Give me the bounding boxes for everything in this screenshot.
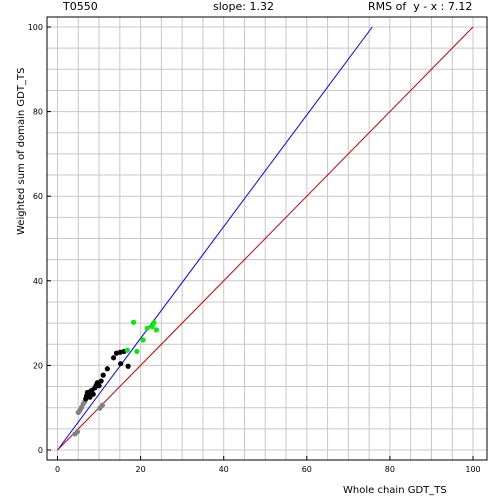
data-point bbox=[74, 429, 81, 435]
data-point bbox=[134, 348, 140, 355]
x-axis-title: Whole chain GDT_TS bbox=[343, 485, 447, 496]
reference-line bbox=[57, 26, 474, 451]
reference-lines bbox=[57, 26, 474, 451]
data-point bbox=[153, 327, 159, 333]
y-tick-label: 40 bbox=[33, 277, 43, 286]
data-point bbox=[149, 323, 155, 330]
data-point bbox=[144, 325, 150, 331]
x-tick-label: 0 bbox=[55, 465, 60, 474]
data-point bbox=[110, 355, 117, 361]
y-tick-label: 20 bbox=[33, 361, 43, 370]
data-point bbox=[140, 337, 146, 343]
grid-lines bbox=[47, 17, 487, 460]
y-tick-label: 0 bbox=[38, 446, 43, 455]
y-tick-label: 100 bbox=[28, 23, 43, 32]
rms-label: RMS of y - x : 7.12 bbox=[368, 0, 473, 13]
y-axis-title: Weighted sum of domain GDT_TS bbox=[16, 67, 27, 235]
data-point bbox=[99, 402, 105, 408]
y-tick-label: 60 bbox=[33, 192, 43, 201]
data-point bbox=[100, 372, 106, 378]
x-tick-label: 80 bbox=[385, 465, 395, 474]
y-tick-label: 80 bbox=[33, 108, 43, 117]
data-point bbox=[90, 391, 96, 397]
data-point bbox=[130, 319, 137, 325]
slope-label: slope: 1.32 bbox=[213, 0, 274, 13]
y-axis-ticks: 0 20 40 60 80 100 bbox=[28, 23, 51, 455]
target-id-label: T0550 bbox=[63, 0, 98, 13]
data-point bbox=[87, 394, 93, 400]
data-point bbox=[96, 383, 102, 389]
x-tick-label: 60 bbox=[302, 465, 312, 474]
x-axis-ticks: 0 20 40 60 80 100 bbox=[55, 456, 481, 474]
x-tick-label: 40 bbox=[219, 465, 229, 474]
data-points bbox=[72, 319, 159, 437]
reference-line bbox=[57, 26, 373, 451]
data-point bbox=[118, 361, 124, 367]
data-point bbox=[104, 366, 110, 372]
plot-frame bbox=[46, 16, 488, 461]
data-point bbox=[124, 347, 130, 353]
data-point bbox=[98, 378, 104, 384]
x-tick-label: 100 bbox=[465, 465, 480, 474]
data-point bbox=[125, 363, 131, 369]
x-tick-label: 20 bbox=[136, 465, 146, 474]
